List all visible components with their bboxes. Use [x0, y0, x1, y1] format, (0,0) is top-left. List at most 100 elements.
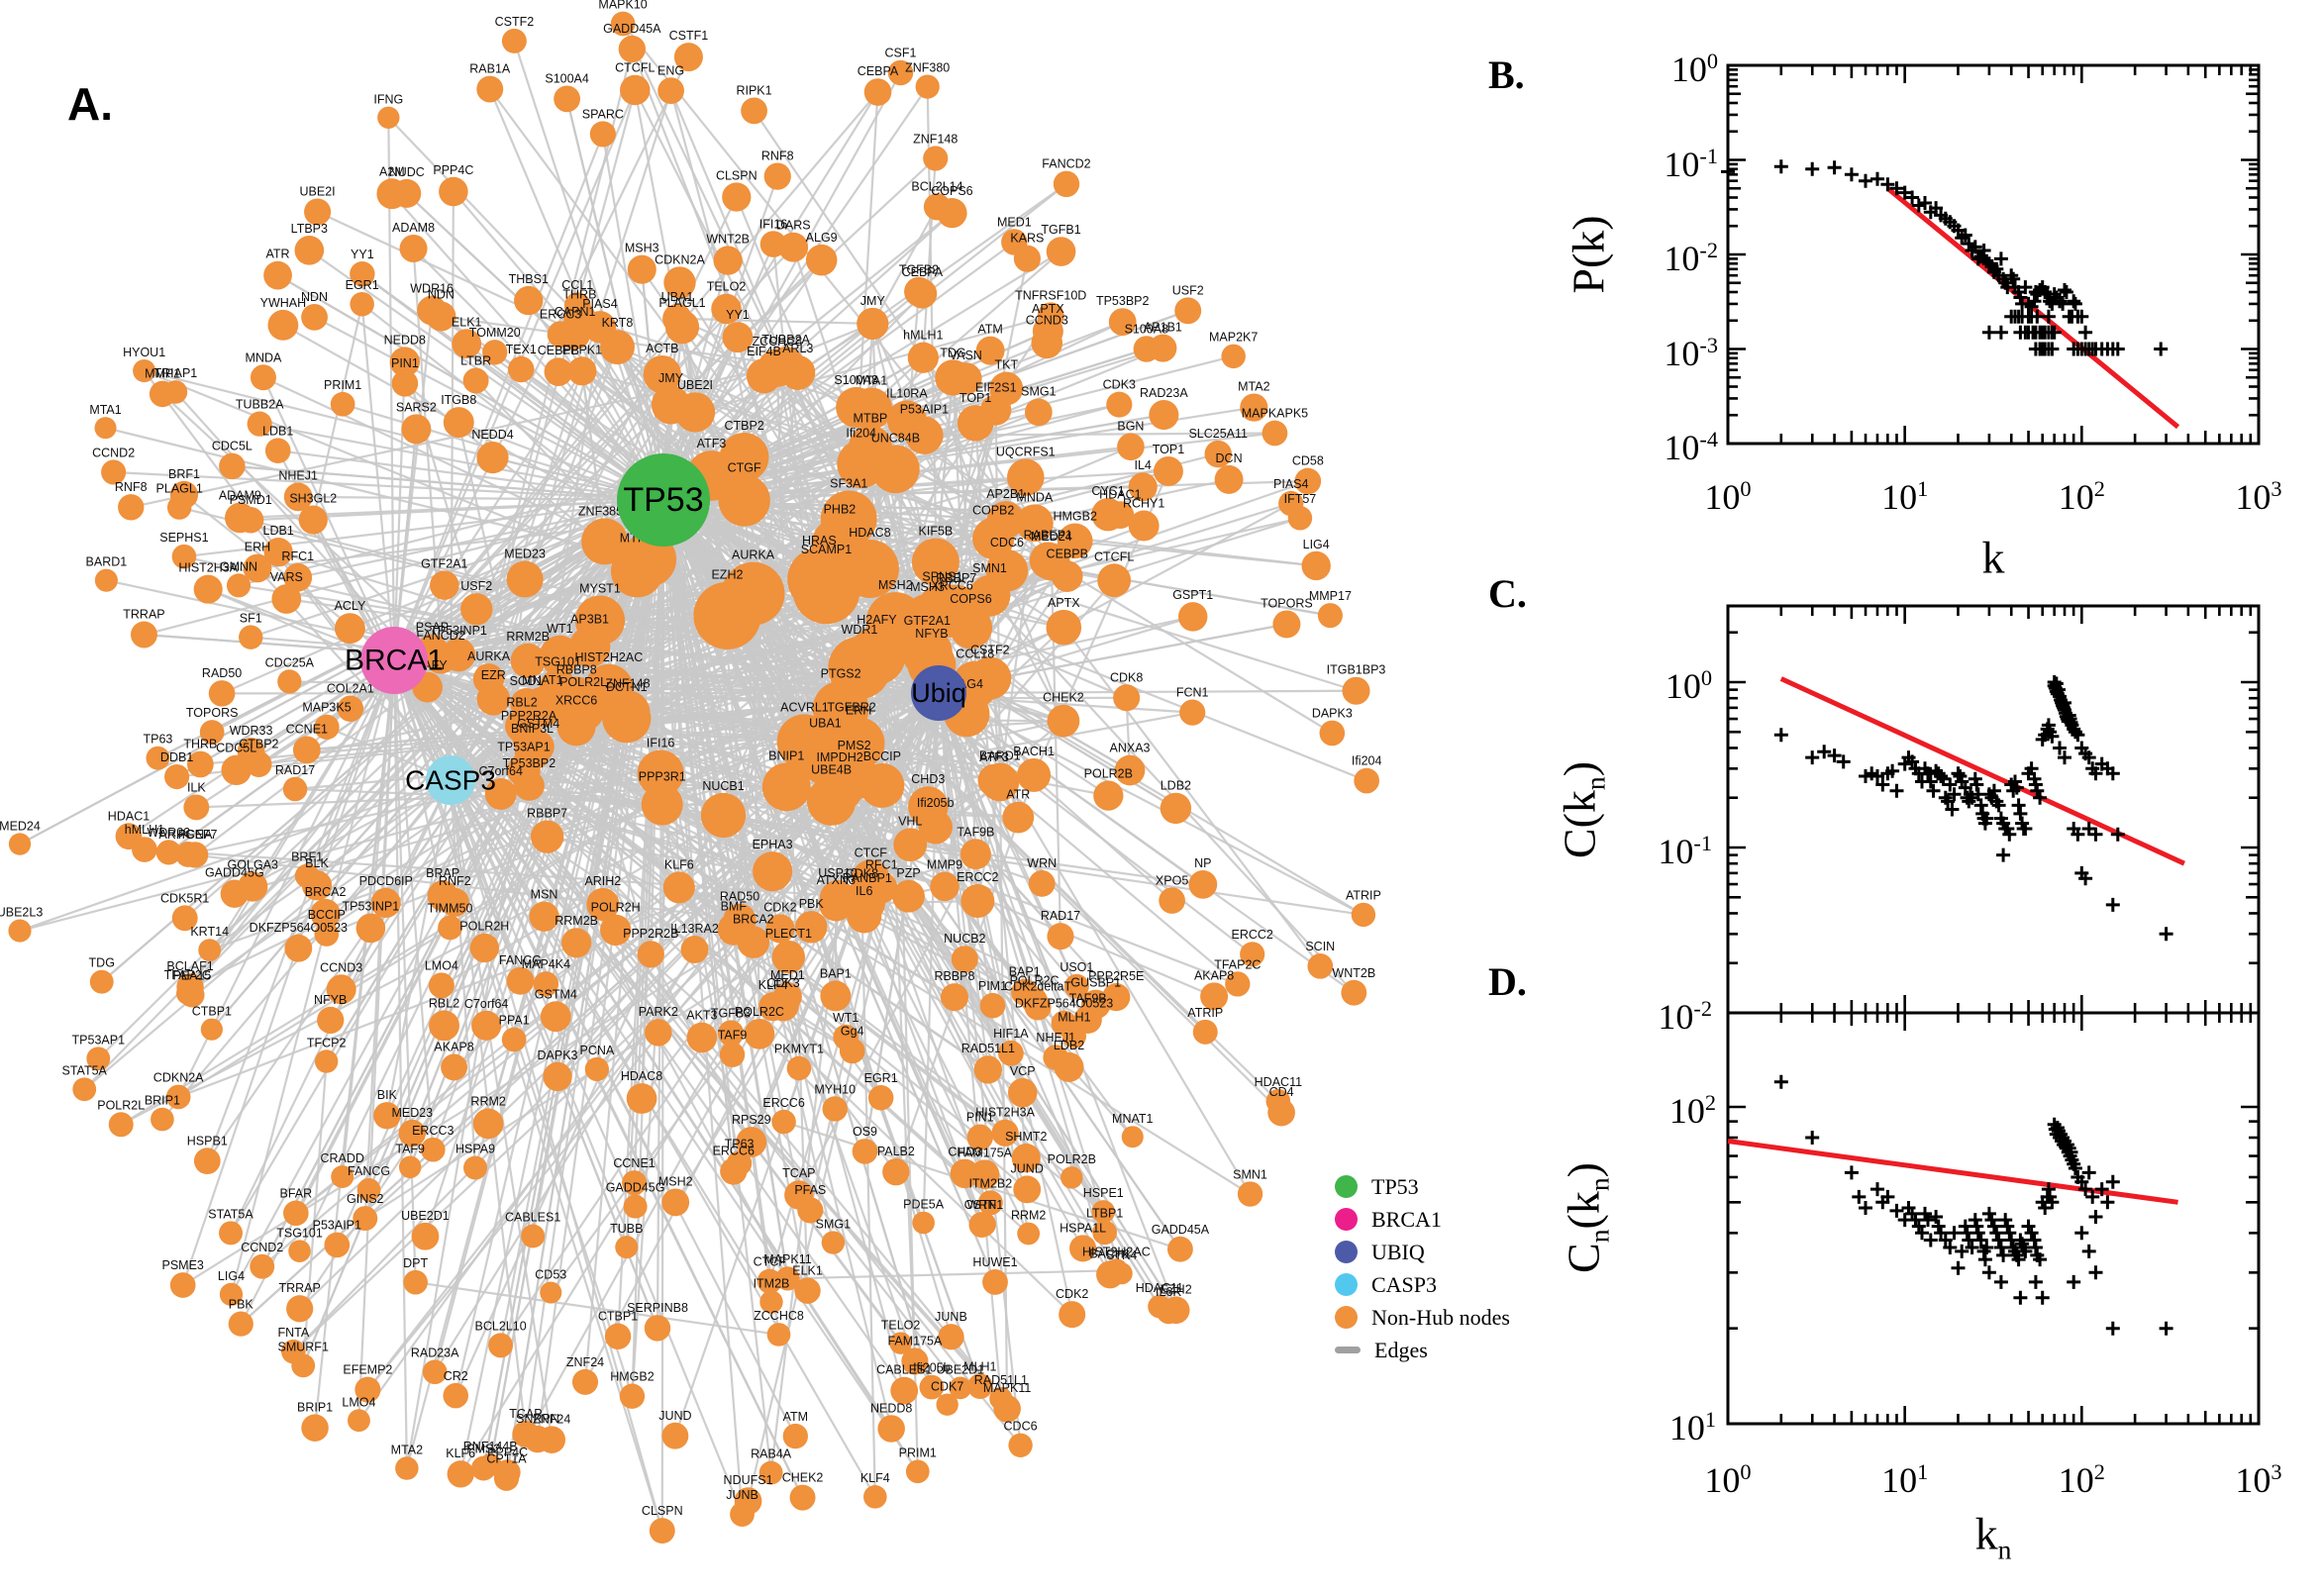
network-node-label: TFAP2C — [164, 968, 211, 982]
legend-label: Edges — [1374, 1337, 1428, 1362]
network-node-label: UNC84B — [871, 432, 920, 446]
network-node — [1188, 869, 1218, 899]
network-node-label: UQCRFS1 — [996, 445, 1056, 458]
network-node-label: LDB2 — [1054, 1039, 1084, 1052]
network-edge — [863, 692, 941, 1152]
network-node-label: RNF144B — [463, 1440, 518, 1453]
network-node-label: TFAP2C — [1214, 957, 1261, 971]
network-node-label: STAT5A — [62, 1063, 108, 1077]
network-node-label: TOP1 — [1153, 443, 1184, 456]
network-node — [1047, 923, 1074, 950]
network-node-label: CD4 — [1269, 1085, 1294, 1099]
network-node-label: CTBP2 — [239, 738, 278, 751]
network-node-label: RAD50 — [720, 890, 759, 904]
network-node-label: ARIH2 — [584, 874, 621, 888]
network-node — [1159, 887, 1185, 914]
network-node-label: ACLY — [335, 599, 366, 613]
network-node — [567, 356, 597, 386]
network-node-label: TNFRSF10D — [1015, 288, 1086, 302]
network-node — [862, 1485, 887, 1509]
plot-frame — [1726, 1011, 2261, 1426]
network-node-label: AKT3 — [686, 1009, 717, 1023]
network-node — [949, 362, 982, 395]
network-node-label: PEA15 — [172, 968, 211, 982]
network-node-label: CLSPN — [642, 1504, 683, 1518]
network-node-label: EZH2 — [1161, 1282, 1192, 1296]
network-node-label: JMY — [658, 371, 684, 385]
network-node-label: MED1 — [997, 215, 1032, 229]
network-edge — [475, 373, 663, 610]
network-node — [314, 1049, 339, 1073]
network-node — [186, 750, 214, 778]
network-node — [967, 1373, 993, 1399]
network-node-label: GSTM4 — [535, 987, 577, 1001]
network-node-label: TGFB3 — [711, 1006, 751, 1020]
network-node-label: SERPINB8 — [627, 1301, 688, 1315]
network-node — [301, 1414, 329, 1442]
network-node-label: ERCC3 — [540, 307, 581, 321]
network-node — [717, 1020, 745, 1047]
network-node — [166, 495, 192, 520]
network-node-label: GMNN — [220, 559, 257, 573]
network-node — [133, 359, 156, 383]
network-node-label: CDK2 — [763, 900, 796, 914]
network-node — [1046, 609, 1082, 646]
network-node-label: VASN — [950, 349, 982, 362]
network-node-label: KLF6 — [664, 857, 694, 871]
network-node-label: IMPDH2 — [817, 750, 863, 764]
network-node-label: BCLAF1 — [166, 959, 213, 973]
network-node-label: CYC1 — [1091, 484, 1124, 498]
network-node-label: ATM — [977, 323, 1002, 337]
network-node-label: THRB — [183, 738, 217, 751]
network-node — [836, 386, 877, 428]
network-node-label: EGR1 — [346, 278, 379, 292]
network-node-label: MED23 — [391, 1106, 433, 1120]
network-node — [1214, 464, 1244, 494]
network-node — [1265, 1088, 1291, 1114]
network-node — [833, 1024, 858, 1050]
network-node-label: DARS — [776, 219, 811, 233]
network-node-label: CHD3 — [948, 1146, 981, 1159]
network-node-label: TRIAP1 — [153, 366, 197, 380]
network-node — [271, 584, 302, 614]
network-node-label: BARD1 — [86, 555, 128, 569]
network-node-label: SARS2 — [396, 400, 437, 414]
network-node-label: ATR — [266, 248, 290, 261]
network-node — [627, 254, 656, 284]
network-node-label: RABEP1 — [1024, 528, 1072, 542]
network-node-label: EIF2S1 — [975, 380, 1017, 394]
network-node — [219, 1282, 244, 1307]
network-edge — [230, 659, 396, 1295]
network-node-label: PIN1 — [391, 356, 419, 370]
network-node-label: CD58 — [1292, 454, 1324, 468]
network-node-label: PLAGL1 — [156, 481, 203, 495]
network-node — [700, 792, 747, 839]
network-node-label: CRADD — [321, 1151, 364, 1165]
network-node-label: LDB1 — [262, 424, 293, 438]
network-node-label: POLR2C — [735, 1005, 784, 1019]
network-node-label: TAF9B — [957, 825, 994, 839]
network-node — [326, 974, 356, 1005]
network-edge — [830, 800, 1134, 1138]
network-node — [554, 85, 580, 113]
network-node-label: CD53 — [535, 1267, 566, 1281]
network-node-label: FANCG — [499, 953, 542, 967]
network-node-label: CLSPN — [716, 168, 758, 182]
network-node — [905, 1459, 930, 1484]
network-edge — [393, 659, 989, 1071]
network-node-label: CTCF — [754, 1255, 787, 1269]
network-edge — [676, 317, 873, 326]
network-node — [1149, 399, 1179, 431]
network-node-label: KRT14 — [190, 925, 229, 939]
network-node — [923, 146, 949, 171]
network-node — [615, 1236, 639, 1259]
network-node — [514, 770, 545, 801]
network-node-label: MSH2 — [878, 578, 913, 592]
network-node-label: HDAC8 — [849, 526, 890, 540]
network-node — [284, 934, 313, 962]
network-node — [543, 1061, 572, 1092]
network-node — [169, 1272, 196, 1298]
network-node — [179, 982, 205, 1008]
network-node — [584, 1056, 609, 1082]
network-node-label: PZP — [896, 866, 920, 880]
